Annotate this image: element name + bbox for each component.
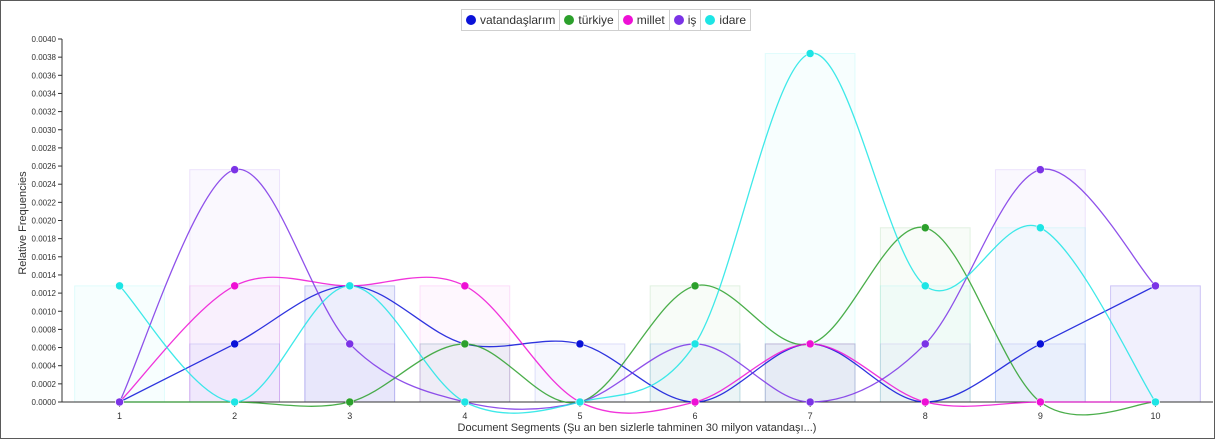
x-tick-label: 2	[232, 411, 237, 421]
series-points	[115, 49, 1160, 407]
data-point[interactable]	[805, 397, 815, 407]
y-tick-label: 0.0040	[32, 35, 57, 44]
series-line	[119, 285, 1156, 403]
background-bar	[1110, 285, 1201, 403]
background-bars	[74, 53, 1201, 403]
series-line	[119, 276, 1156, 414]
data-point[interactable]	[921, 281, 930, 291]
legend-label: iş	[687, 13, 697, 27]
data-point[interactable]	[805, 49, 815, 58]
data-point[interactable]	[460, 281, 470, 291]
legend-marker-icon	[673, 15, 684, 25]
legend-label: millet	[636, 13, 665, 27]
series-lines	[118, 52, 1156, 416]
data-point[interactable]	[230, 165, 239, 174]
y-tick-label: 0.0024	[32, 180, 57, 189]
y-tick-label: 0.0002	[32, 380, 57, 389]
y-tick-label: 0.0014	[32, 271, 57, 280]
data-point[interactable]	[230, 281, 239, 291]
y-tick-label: 0.0004	[32, 362, 57, 371]
data-point[interactable]	[115, 281, 124, 291]
data-point[interactable]	[115, 397, 124, 407]
data-point[interactable]	[921, 339, 930, 349]
background-bar	[74, 285, 165, 403]
data-point[interactable]	[1036, 223, 1045, 233]
x-tick-label: 5	[577, 411, 582, 421]
data-point[interactable]	[805, 339, 815, 349]
y-tick-label: 0.0032	[32, 108, 57, 117]
background-bar	[534, 343, 626, 403]
background-bar	[764, 53, 856, 403]
y-tick-label: 0.0022	[32, 198, 57, 207]
x-tick-label: 9	[1038, 411, 1043, 421]
data-point[interactable]	[230, 339, 239, 349]
x-tick-label: 3	[347, 411, 352, 421]
y-tick-label: 0.0000	[32, 398, 57, 407]
x-axis-title: Document Segments (Şu an ben sizlerle ta…	[458, 422, 817, 434]
x-tick-label: 10	[1150, 411, 1160, 421]
data-point[interactable]	[1151, 397, 1160, 407]
y-axis: 0.0000 0.0002 0.0004 0.0006 0.0008 0.0010 0.00…	[32, 35, 63, 407]
y-tick-label: 0.0034	[32, 89, 57, 98]
x-tick-label: 8	[923, 411, 928, 421]
data-point[interactable]	[345, 281, 354, 291]
legend-marker-icon	[622, 15, 633, 25]
data-point[interactable]	[460, 339, 470, 349]
data-point[interactable]	[1151, 281, 1160, 291]
data-point[interactable]	[1036, 339, 1045, 349]
y-tick-label: 0.0020	[32, 217, 57, 226]
background-bar	[994, 227, 1086, 403]
series-line	[119, 52, 1156, 414]
y-tick-label: 0.0008	[32, 325, 57, 334]
series-line	[118, 168, 1156, 410]
data-point[interactable]	[575, 339, 585, 349]
y-tick-label: 0.0006	[32, 344, 57, 353]
data-point[interactable]	[690, 339, 700, 349]
legend-item[interactable]: türkiye	[559, 10, 617, 30]
data-point[interactable]	[921, 397, 930, 407]
y-tick-label: 0.0038	[32, 53, 57, 62]
data-point[interactable]	[690, 281, 700, 291]
y-tick-label: 0.0036	[32, 71, 57, 80]
y-tick-label: 0.0010	[32, 307, 57, 316]
x-tick-label: 1	[117, 411, 122, 421]
legend-marker-icon	[564, 15, 575, 25]
legend-label: vatandaşlarım	[480, 13, 556, 27]
data-point[interactable]	[345, 339, 354, 349]
legend-item[interactable]: iş	[668, 10, 701, 30]
y-tick-label: 0.0012	[32, 289, 57, 298]
x-tick-label: 6	[693, 411, 698, 421]
series-line	[119, 226, 1156, 416]
legend: vatandaşlarım türkiye millet iş idare	[461, 9, 752, 31]
x-axis: 1 2 3 4 5 6 7 8 9 10	[62, 401, 1213, 421]
x-tick-label: 7	[808, 411, 813, 421]
data-point[interactable]	[921, 223, 930, 233]
legend-marker-icon	[466, 15, 476, 25]
data-point[interactable]	[575, 397, 585, 407]
legend-item[interactable]: millet	[617, 10, 669, 30]
y-tick-label: 0.0018	[32, 235, 57, 244]
y-axis-title: Relative Frequencies	[17, 171, 29, 275]
data-point[interactable]	[1036, 397, 1045, 407]
x-tick-label: 4	[462, 411, 467, 421]
data-point[interactable]	[1036, 165, 1045, 174]
legend-label: türkiye	[578, 13, 614, 27]
legend-marker-icon	[705, 15, 716, 25]
y-tick-label: 0.0026	[32, 162, 57, 171]
legend-item[interactable]: vatandaşlarım	[462, 10, 559, 30]
data-point[interactable]	[345, 397, 354, 407]
y-tick-label: 0.0030	[32, 126, 57, 135]
legend-label: idare	[719, 13, 747, 27]
data-point[interactable]	[230, 397, 239, 407]
data-point[interactable]	[690, 397, 700, 407]
y-tick-label: 0.0016	[32, 253, 57, 262]
legend-item[interactable]: idare	[700, 10, 750, 30]
y-tick-label: 0.0028	[32, 144, 57, 153]
data-point[interactable]	[460, 397, 470, 407]
